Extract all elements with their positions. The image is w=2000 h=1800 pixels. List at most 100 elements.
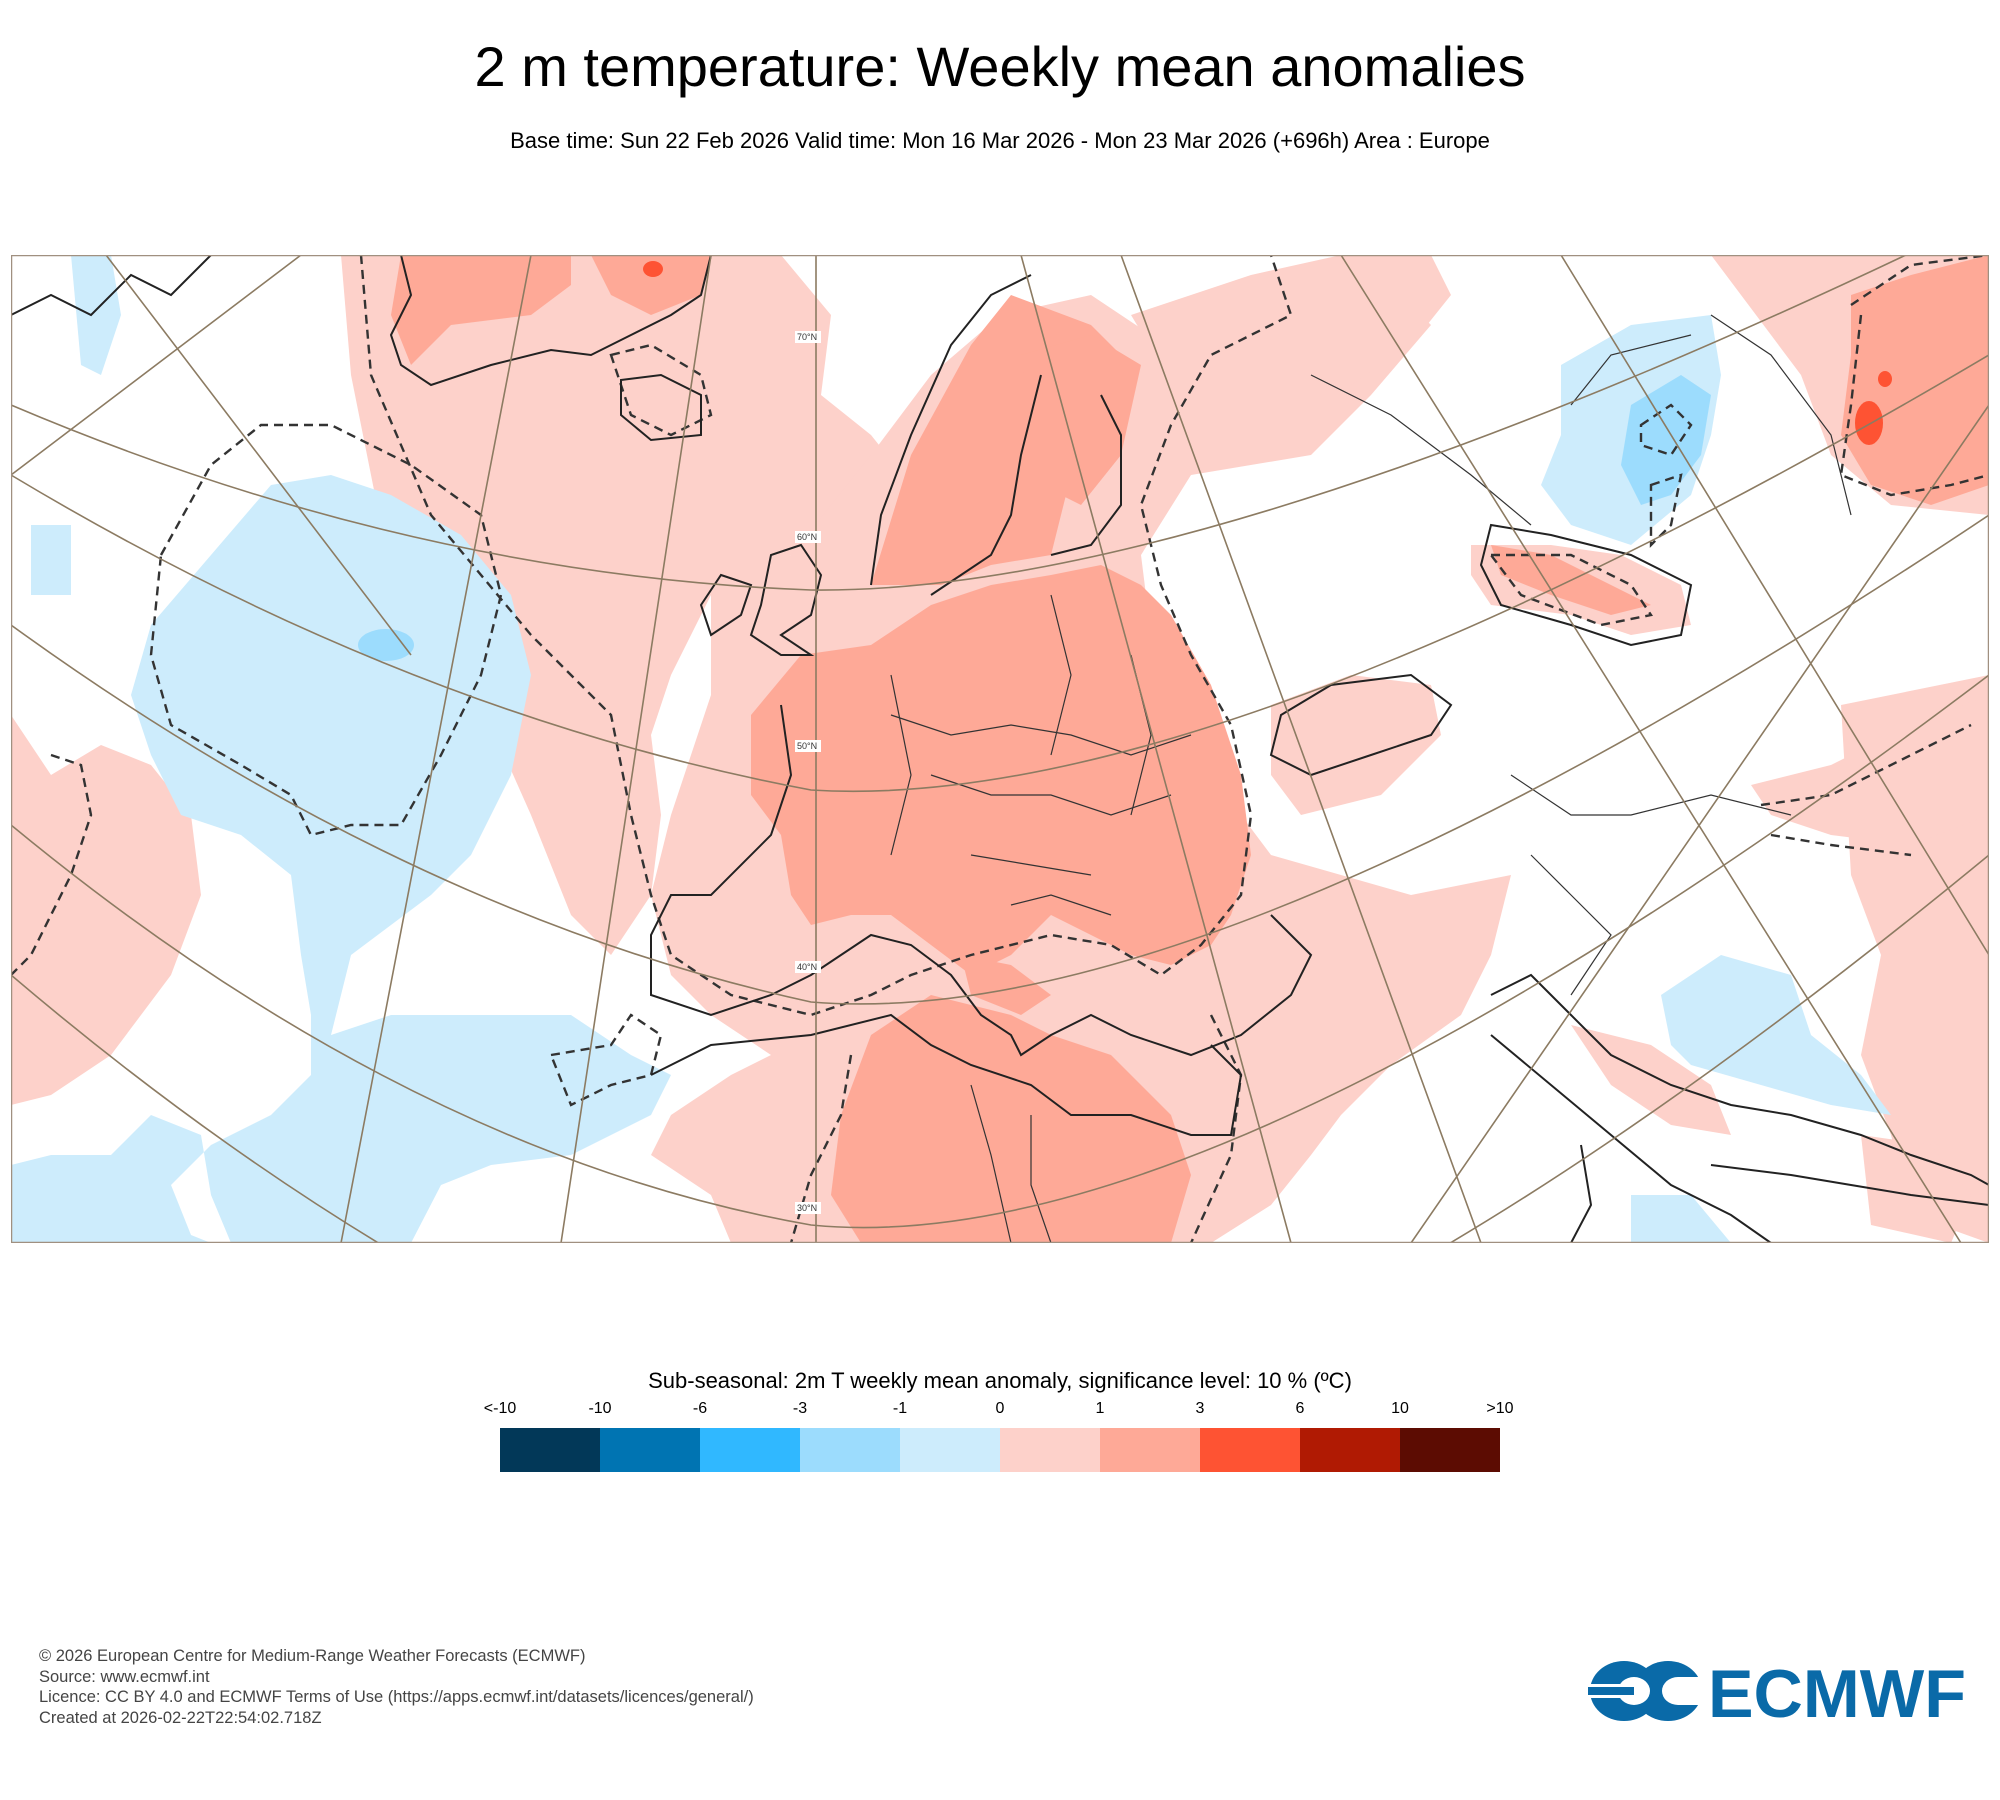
legend-swatch-6 (1100, 1428, 1200, 1472)
significance-contour-black-sea (1488, 553, 1653, 627)
lat-label-70: 70°N (797, 332, 817, 342)
parallel-60n (11, 354, 1989, 793)
ecmwf-logo-mark-icon (1588, 1661, 1708, 1721)
lat-label-bg-30 (795, 1202, 821, 1214)
anomaly-region-caucasus (1751, 695, 1989, 845)
anomaly-region-atlantic-north (341, 255, 911, 955)
lat-label-bg-60 (795, 531, 821, 543)
significance-contour-iceland (609, 343, 713, 437)
coast-black-sea (1269, 673, 1453, 777)
parallel-40n (11, 674, 1989, 1229)
legend-tick: 1 (1095, 1400, 1105, 1417)
parallel-70n (11, 255, 1908, 591)
significance-contour-atlantic (149, 423, 503, 837)
lat-label-30: 30°N (797, 1203, 817, 1213)
parallel-30n (11, 854, 1989, 1243)
copyright-line: © 2026 European Centre for Medium-Range … (39, 1647, 586, 1665)
coast-persian-gulf (1710, 1164, 1989, 1206)
legend-tick: <-10 (483, 1400, 517, 1417)
anomaly-layer-3-to-6 (643, 261, 1892, 445)
coast-caspian (1479, 523, 1693, 647)
legend-swatch-1 (600, 1428, 700, 1472)
anomaly-region-russia-hotspot-small (1878, 371, 1892, 387)
legend-tick: >10 (1486, 1400, 1514, 1417)
anomaly-region-atlantic-blue (11, 475, 671, 1243)
anomaly-map: 70°N 60°N 50°N 40°N 30°N (11, 255, 1989, 1243)
legend-swatches (500, 1428, 1500, 1472)
lat-label-bg-40 (795, 961, 821, 973)
map-frame (11, 255, 1989, 1243)
significance-contour-russia (1839, 255, 1989, 497)
legend-tick: 10 (1391, 1400, 1409, 1417)
coast-africa-north (650, 1013, 1243, 1136)
legend-swatch-0 (500, 1428, 600, 1472)
anomaly-region-finland (1021, 335, 1141, 505)
coast-red-sea-west (1570, 1144, 1593, 1243)
anomaly-region-iran-blue (1661, 955, 1891, 1115)
legend-swatch-8 (1300, 1428, 1400, 1472)
anomaly-layer-minus1-to-0 (11, 255, 1891, 1243)
anomaly-region-arabia-blue (1631, 1195, 1731, 1243)
anomaly-region-west-atlantic-blue (31, 525, 71, 595)
legend-tick: -3 (792, 1400, 808, 1417)
coast-greenland (11, 255, 712, 387)
anomaly-region-atlantic-medium-blue (358, 629, 414, 661)
footer-credits: © 2026 European Centre for Medium-Range … (39, 1646, 754, 1728)
chart-title: 2 m temperature: Weekly mean anomalies (474, 35, 1526, 98)
ecmwf-logo-text: ECMWF (1708, 1656, 1966, 1727)
latitude-labels: 70°N 60°N 50°N 40°N 30°N (795, 331, 821, 1214)
legend-tick: 0 (995, 1400, 1005, 1417)
significance-contour-europe (359, 255, 1293, 1017)
chart-subtitle: Base time: Sun 22 Feb 2026 Valid time: M… (510, 128, 1490, 153)
legend-title: Sub-seasonal: 2m T weekly mean anomaly, … (648, 1368, 1352, 1393)
ecmwf-logo: ECMWF (1588, 1656, 1966, 1727)
legend-tick: -1 (892, 1400, 908, 1417)
significance-contour-africa (789, 1014, 1243, 1243)
significance-contour-ukraine (1639, 403, 1693, 548)
color-legend: <-10 -10 -6 -3 -1 0 1 3 6 10 >10 (484, 1400, 1514, 1480)
anomaly-region-north-africa (831, 995, 1191, 1243)
legend-swatch-9 (1400, 1428, 1500, 1472)
legend-swatch-2 (700, 1428, 800, 1472)
anomaly-region-italy (961, 955, 1051, 1015)
significance-contour-west-atlantic (11, 753, 93, 976)
anomaly-region-turkey (1271, 675, 1441, 815)
lat-label-40: 40°N (797, 962, 817, 972)
lat-label-60: 60°N (797, 532, 817, 542)
source-line: Source: www.ecmwf.int (39, 1667, 210, 1686)
anomaly-region-scandinavia-east (1131, 255, 1451, 385)
anomaly-region-greenland-east (591, 255, 711, 315)
coast-scandinavia (870, 274, 1122, 596)
coast-middle-east (1490, 973, 1989, 1243)
lat-label-bg-70 (795, 331, 821, 343)
anomaly-region-greenland-hotspot (643, 261, 663, 277)
country-borders (890, 314, 1852, 1243)
legend-tick: 6 (1295, 1400, 1305, 1417)
border-lines (890, 314, 1852, 1243)
anomaly-region-russia-hotspot (1855, 401, 1883, 445)
legend-tick: -10 (588, 1400, 612, 1417)
significance-contours (11, 255, 1989, 1243)
significance-contour-caucasus (1760, 723, 1972, 857)
legend-tick: -6 (692, 1400, 708, 1417)
parallel-50n (11, 514, 1989, 1005)
anomaly-layer-minus3-to-minus1 (358, 375, 1711, 661)
legend-swatch-7 (1200, 1428, 1300, 1472)
created-line: Created at 2026-02-22T22:54:02.718Z (39, 1708, 322, 1727)
legend-swatch-3 (800, 1428, 900, 1472)
anomaly-region-red-sea (1571, 1025, 1731, 1135)
anomaly-region-west-atlantic (11, 715, 201, 1105)
coast-iceland (620, 373, 702, 442)
coast-europe-west (650, 704, 1313, 1057)
licence-line: Licence: CC BY 4.0 and ECMWF Terms of Us… (39, 1688, 754, 1706)
lat-label-bg-50 (795, 740, 821, 752)
legend-tick: 3 (1195, 1400, 1205, 1417)
anomaly-layer-1-to-3 (391, 255, 1989, 1243)
legend-swatch-5 (1000, 1428, 1100, 1472)
anomaly-region-russia-east (1841, 255, 1989, 505)
significance-contour-iberia (549, 1013, 663, 1107)
anomaly-region-central-europe (751, 565, 1251, 975)
legend-swatch-4 (900, 1428, 1000, 1472)
anomaly-region-ukraine-medium-blue (1621, 375, 1711, 505)
coastlines (11, 255, 1989, 1243)
